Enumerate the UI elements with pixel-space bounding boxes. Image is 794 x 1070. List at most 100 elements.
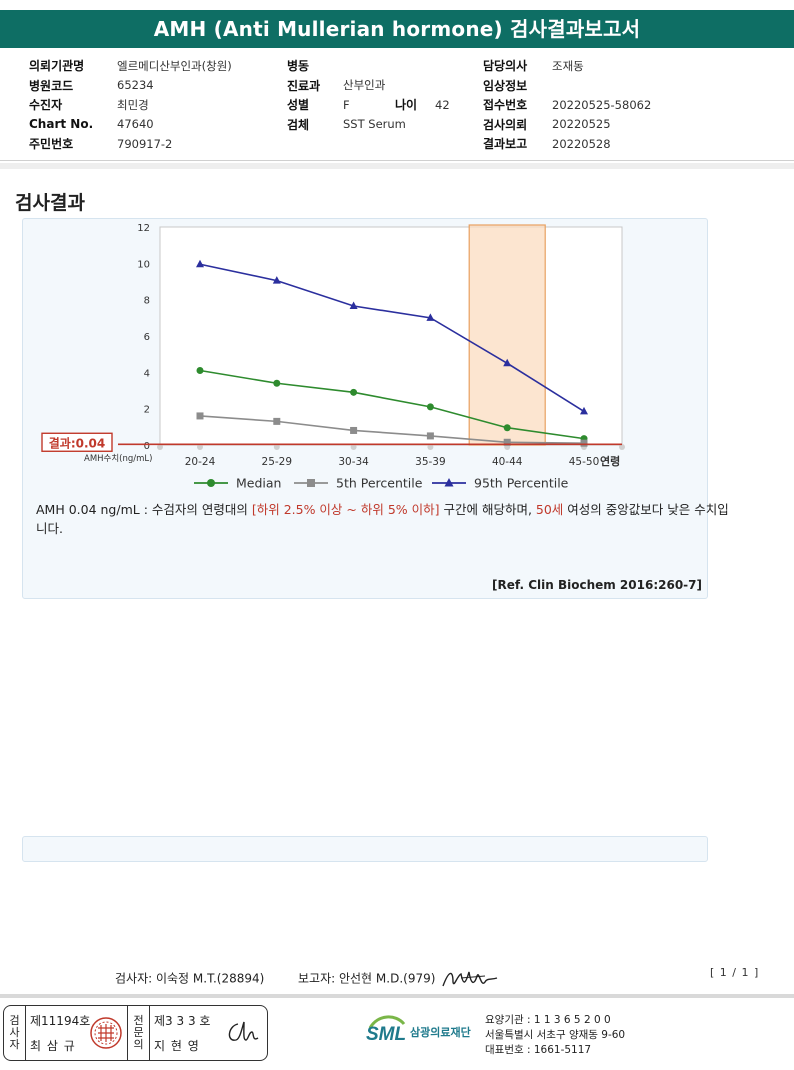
- info-value: 790917-2: [117, 136, 173, 151]
- result-label-box: [41, 432, 113, 452]
- legend-label: 5th Percentile: [336, 476, 423, 491]
- data-point: [196, 259, 204, 268]
- age-value: 42: [435, 97, 450, 112]
- data-point: [503, 358, 512, 367]
- info-value: 엘르메디산부인과(창원): [117, 58, 232, 73]
- license-number: 제11194호: [30, 1014, 91, 1028]
- x-tick-label: 30-34: [338, 456, 369, 468]
- info-label: 결과보고: [483, 137, 528, 152]
- info-label: 병동: [287, 59, 310, 74]
- series-line: [199, 263, 585, 413]
- header-divider: [0, 160, 794, 161]
- x-tick-dot: [427, 444, 434, 450]
- patient-info-col1: 의뢰기관명 엘르메디산부인과(창원) 병원코드 65234 수진자 최민경 Chart…: [29, 56, 279, 154]
- info-row: 결과보고 20220528: [483, 134, 683, 154]
- data-point: [273, 379, 281, 387]
- info-row: 진료과 산부인과: [287, 76, 477, 96]
- data-point: [426, 403, 434, 411]
- sml-logo: SML 삼광의료재단: [366, 1014, 471, 1050]
- data-point: [272, 276, 281, 284]
- y-axis-label: AMH수치(ng/mL): [84, 454, 152, 464]
- org-contact-info: 요양기관 : 1 1 3 6 5 2 0 0 서울특별시 서초구 양재동 9-6…: [485, 1013, 625, 1058]
- legend-marker: [307, 479, 315, 487]
- legend-marker: [444, 478, 454, 487]
- info-row: 병동: [287, 56, 477, 76]
- info-value: F: [343, 97, 350, 112]
- note-highlight-age: 50세: [535, 502, 564, 517]
- data-point: [196, 367, 204, 375]
- note-highlight-range: [하위 2.5% 이상 ~ 하위 5% 이하]: [251, 502, 440, 517]
- x-tick-dot: [273, 444, 280, 450]
- info-row: 수진자 최민경: [29, 95, 279, 115]
- reference-citation: [Ref. Clin Biochem 2016:260-7]: [492, 578, 702, 592]
- reporter-signature: [442, 971, 498, 987]
- info-value: 20220525-58062: [552, 97, 652, 112]
- license-number: 제3 3 3 호: [154, 1014, 211, 1028]
- seal-stamp-icon: [90, 1017, 122, 1049]
- y-tick-label: 6: [144, 332, 150, 343]
- info-row: 병원코드 65234: [29, 76, 279, 96]
- x-tick-label: 45-50: [569, 456, 600, 468]
- info-value: 65234: [117, 78, 154, 93]
- data-point: [580, 439, 588, 447]
- x-tick-label: 40-44: [492, 456, 523, 468]
- info-value: 20220525: [552, 117, 611, 132]
- info-row: 주민번호 790917-2: [29, 134, 279, 154]
- y-tick-label: 12: [137, 223, 150, 234]
- info-label: 의뢰기관명: [29, 59, 85, 74]
- data-point: [503, 424, 511, 432]
- info-value: 47640: [117, 117, 154, 132]
- x-tick-label: 20-24: [185, 456, 216, 468]
- data-point: [426, 313, 435, 321]
- info-row: 검체 SST Serum: [287, 115, 477, 135]
- stamp-cell-tester: 제11194호 최 삼 규: [26, 1006, 128, 1060]
- specialist-signature: [228, 1021, 259, 1041]
- data-point: [580, 406, 588, 415]
- x-tick-label: 25-29: [262, 456, 293, 468]
- reporter-name: 보고자: 안선현 M.D.(979): [298, 971, 436, 986]
- data-point: [350, 426, 358, 434]
- stamp-role-char: 사: [9, 1026, 20, 1039]
- data-point: [273, 417, 281, 425]
- note-text: 여성의 중앙값보다 낮은 수치입니다.: [36, 502, 729, 536]
- section-title: 검사결과: [15, 192, 85, 214]
- info-row: 접수번호 20220525-58062: [483, 95, 683, 115]
- info-label: 접수번호: [483, 98, 528, 113]
- info-label: 임상정보: [483, 78, 528, 93]
- stamp-role-char: 의: [133, 1038, 144, 1051]
- sml-logo-mark: SML: [366, 1014, 408, 1050]
- info-label: 병원코드: [29, 78, 74, 93]
- data-point: [426, 432, 434, 440]
- data-point: [503, 438, 511, 446]
- y-tick-label: 10: [137, 259, 150, 270]
- footer-divider: [0, 994, 794, 998]
- chart-svg: 0 2 4 6 8 10 12 20-24 25-29 30-34 35-39 40-44 45-50 연…: [41, 223, 625, 491]
- header-divider-band: [0, 163, 794, 169]
- org-info-line: 요양기관 : 1 1 3 6 5 2 0 0: [485, 1014, 611, 1026]
- stamp-role-char: 전: [133, 1014, 144, 1027]
- x-tick-dot: [619, 444, 625, 450]
- info-value: 산부인과: [343, 78, 386, 93]
- plot-area: [159, 226, 623, 446]
- x-axis-label: 연령: [600, 454, 620, 468]
- stamp-name: 지 현 영: [154, 1039, 200, 1053]
- x-tick-dot: [350, 444, 357, 450]
- y-tick-label: 0: [144, 441, 150, 452]
- info-label: Chart No.: [29, 117, 94, 132]
- info-label: 검체: [287, 117, 310, 132]
- info-label: 담당의사: [483, 59, 528, 74]
- stamp-role-char: 자: [9, 1038, 20, 1051]
- info-value: 조재동: [552, 58, 584, 73]
- org-name: 삼광의료재단: [410, 1026, 471, 1039]
- stamp-name: 최 삼 규: [30, 1039, 76, 1053]
- result-label: 결과:0.04: [49, 435, 106, 450]
- patient-info-col2: 병동 진료과 산부인과 성별 F 나이 42 검체 SST Serum: [287, 56, 477, 134]
- data-point: [196, 412, 204, 420]
- info-row: 성별 F 나이 42: [287, 95, 477, 115]
- info-label: 성별: [287, 98, 310, 113]
- info-value: 최민경: [117, 97, 149, 112]
- org-info-line: 서울특별시 서초구 양재동 9-60: [485, 1029, 626, 1041]
- signature-stamp-box: 검 사 자 제11194호 최 삼 규 전 문 의 제3 3 3 호 지 현 영: [3, 1005, 268, 1061]
- stamp-role-char: 문: [133, 1026, 144, 1039]
- info-row: 임상정보: [483, 76, 683, 96]
